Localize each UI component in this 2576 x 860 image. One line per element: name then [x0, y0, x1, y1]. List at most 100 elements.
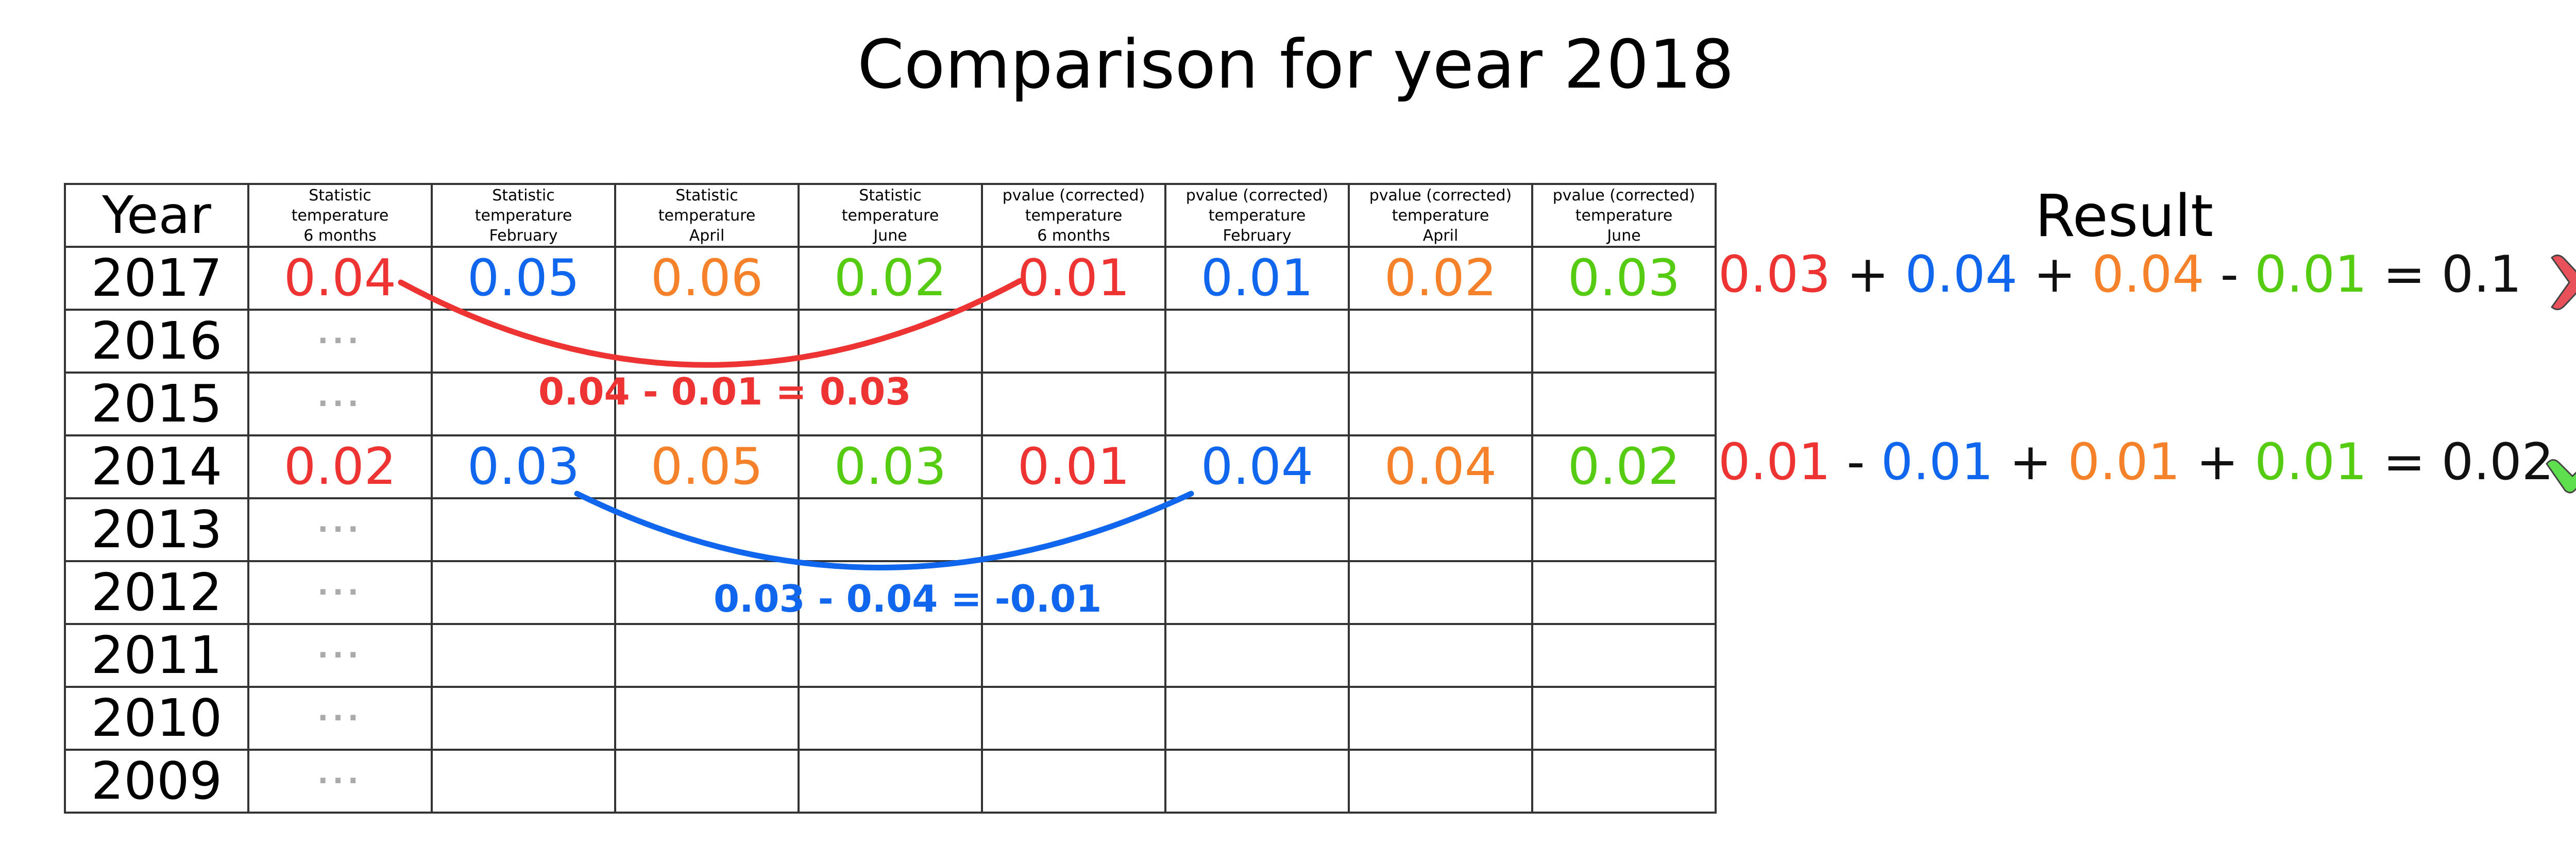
equation-term: + [2180, 433, 2255, 492]
equation-term: 0.01 [2255, 433, 2367, 492]
column-header-line: February [1223, 226, 1292, 245]
value-cell [798, 309, 983, 374]
value-cell [798, 749, 983, 814]
value-cell: 0.01 [981, 434, 1166, 499]
value-cell [1164, 309, 1350, 374]
value-cell [981, 560, 1166, 625]
difference-annotation-red: 0.04 - 0.01 = 0.03 [538, 370, 911, 413]
value-cell [431, 372, 616, 436]
value-cell [1164, 686, 1350, 751]
year-cell: 2009 [64, 749, 249, 814]
value-cell [431, 623, 616, 688]
column-header-line: June [873, 226, 907, 245]
value-cell [614, 372, 800, 436]
column-header: Statistic temperature June [798, 183, 983, 248]
value-cell [798, 686, 983, 751]
value-cell [798, 560, 983, 625]
value-cell [1164, 497, 1350, 562]
equation-term: 0.01 [2067, 433, 2180, 492]
value-cell [981, 309, 1166, 374]
value-cell [614, 686, 800, 751]
ellipsis-cell: ··· [247, 309, 433, 374]
value-cell [798, 623, 983, 688]
table-row: 2009 ··· [64, 749, 1717, 814]
equation-term: - [1831, 433, 1881, 492]
value-cell [1531, 309, 1717, 374]
equation-term: 0.04 [2092, 245, 2205, 304]
difference-annotation-blue: 0.03 - 0.04 = -0.01 [714, 577, 1102, 620]
value-cell [431, 749, 616, 814]
value-cell [1348, 309, 1533, 374]
ellipsis-cell: ··· [247, 372, 433, 436]
value-cell [981, 749, 1166, 814]
year-cell: 2011 [64, 623, 249, 688]
value-cell: 0.02 [1348, 246, 1533, 311]
value-cell [1164, 560, 1350, 625]
value-cell [431, 309, 616, 374]
comparison-table: Year Statistic temperature 6 months Statist… [64, 183, 1717, 814]
value-cell [1164, 372, 1350, 436]
year-cell: 2014 [64, 434, 249, 499]
column-header-line: Statistic [675, 186, 738, 205]
value-cell: 0.03 [798, 434, 983, 499]
value-cell [1531, 372, 1717, 436]
column-header-line: 6 months [1037, 226, 1110, 245]
equation-term: = 0.1 [2367, 245, 2522, 304]
value-cell [1348, 686, 1533, 751]
value-cell [1348, 497, 1533, 562]
column-header-line: temperature [1208, 206, 1306, 225]
value-cell [1531, 749, 1717, 814]
column-header-line: February [489, 226, 558, 245]
table-header-row: Year Statistic temperature 6 months Statist… [64, 183, 1717, 248]
table-row: 2013 ··· [64, 497, 1717, 562]
column-header-line: pvalue (corrected) [1002, 186, 1145, 205]
value-cell: 0.03 [431, 434, 616, 499]
result-title: Result [2035, 183, 2214, 250]
column-header-line: temperature [1392, 206, 1489, 225]
value-cell [614, 497, 800, 562]
column-header: Statistic temperature April [614, 183, 800, 248]
value-cell: 0.02 [247, 434, 433, 499]
result-equation-2017: 0.03 + 0.04 + 0.04 - 0.01 = 0.1 [1718, 246, 2522, 303]
page-title: Comparison for year 2018 [857, 25, 1734, 104]
value-cell [981, 686, 1166, 751]
table-row: 2010 ··· [64, 686, 1717, 751]
equation-term: 0.01 [2255, 245, 2367, 304]
value-cell [614, 309, 800, 374]
column-header-line: April [1422, 226, 1459, 245]
table-row: 2011 ··· [64, 623, 1717, 688]
equation-term: 0.03 [1718, 245, 1831, 304]
year-cell: 2016 [64, 309, 249, 374]
column-header: pvalue (corrected) temperature 6 months [981, 183, 1166, 248]
column-header-line: pvalue (corrected) [1552, 186, 1696, 205]
column-header-line: temperature [474, 206, 572, 225]
column-header-line: temperature [1025, 206, 1123, 225]
column-header-line: 6 months [303, 226, 377, 245]
column-header-line: temperature [291, 206, 389, 225]
column-header: Statistic temperature 6 months [247, 183, 433, 248]
value-cell: 0.05 [431, 246, 616, 311]
year-cell: 2012 [64, 560, 249, 625]
value-cell [1531, 623, 1717, 688]
column-header-line: Statistic [492, 186, 555, 205]
table-row: 2015 ··· [64, 372, 1717, 436]
value-cell [1348, 372, 1533, 436]
value-cell [431, 497, 616, 562]
value-cell [981, 372, 1166, 436]
value-cell [431, 560, 616, 625]
column-header-line: temperature [841, 206, 939, 225]
year-cell: 2015 [64, 372, 249, 436]
year-cell: 2010 [64, 686, 249, 751]
equation-term: 0.01 [1718, 433, 1831, 492]
equation-term: - [2204, 245, 2255, 304]
value-cell [798, 497, 983, 562]
value-cell [1531, 497, 1717, 562]
value-cell [798, 372, 983, 436]
column-header: pvalue (corrected) temperature April [1348, 183, 1533, 248]
equation-term: = 0.02 [2367, 433, 2554, 492]
value-cell [1348, 623, 1533, 688]
column-header-line: temperature [658, 206, 756, 225]
value-cell [1531, 686, 1717, 751]
value-cell [614, 749, 800, 814]
